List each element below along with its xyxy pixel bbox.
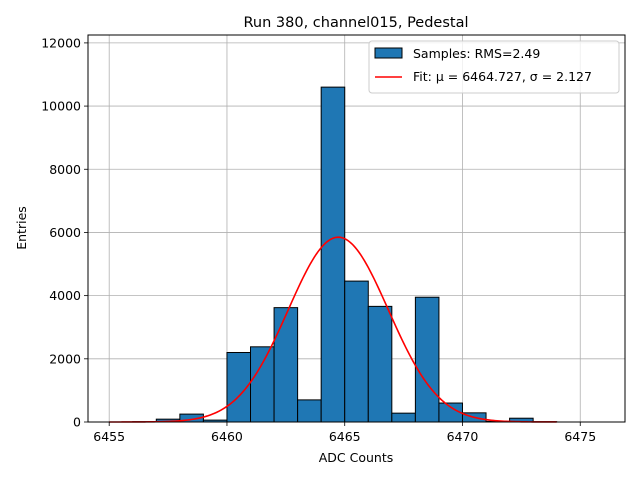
y-axis-ticks: 0 2000 4000 6000 8000 10000 12000 bbox=[41, 35, 88, 430]
histogram-bar bbox=[391, 412, 416, 423]
histogram-bar bbox=[344, 280, 369, 423]
histogram-bar bbox=[320, 86, 346, 423]
chart-title: Run 380, channel015, Pedestal bbox=[243, 15, 468, 31]
y-tick-label: 2000 bbox=[49, 351, 81, 366]
legend-fit-label: Fit: μ = 6464.727, σ = 2.127 bbox=[413, 69, 592, 84]
x-axis-ticks: 6455 6460 6465 6470 6475 bbox=[93, 422, 596, 444]
y-tick-label: 0 bbox=[73, 415, 81, 430]
y-tick-label: 8000 bbox=[49, 162, 81, 177]
fit-curve bbox=[109, 236, 557, 423]
y-tick-label: 6000 bbox=[49, 225, 81, 240]
x-tick-label: 6455 bbox=[93, 429, 125, 444]
plot-frame bbox=[87, 34, 626, 423]
histogram-bar bbox=[414, 296, 440, 423]
legend: Samples: RMS=2.49 Fit: μ = 6464.727, σ =… bbox=[368, 40, 620, 94]
x-tick-label: 6460 bbox=[211, 429, 243, 444]
y-tick-label: 12000 bbox=[41, 35, 81, 50]
histogram-bar bbox=[273, 307, 299, 423]
y-axis-label: Entries bbox=[14, 206, 29, 250]
legend-samples-swatch bbox=[374, 47, 403, 59]
x-tick-label: 6465 bbox=[329, 429, 361, 444]
y-tick-label: 10000 bbox=[41, 99, 81, 114]
histogram-bar bbox=[367, 305, 393, 423]
x-tick-label: 6475 bbox=[564, 429, 596, 444]
x-axis-label: ADC Counts bbox=[319, 450, 394, 465]
histogram-bar bbox=[250, 346, 275, 423]
legend-box bbox=[368, 40, 620, 94]
histogram-bar bbox=[297, 399, 322, 423]
legend-samples-label: Samples: RMS=2.49 bbox=[413, 46, 540, 61]
y-tick-label: 4000 bbox=[49, 288, 81, 303]
x-tick-label: 6470 bbox=[447, 429, 479, 444]
